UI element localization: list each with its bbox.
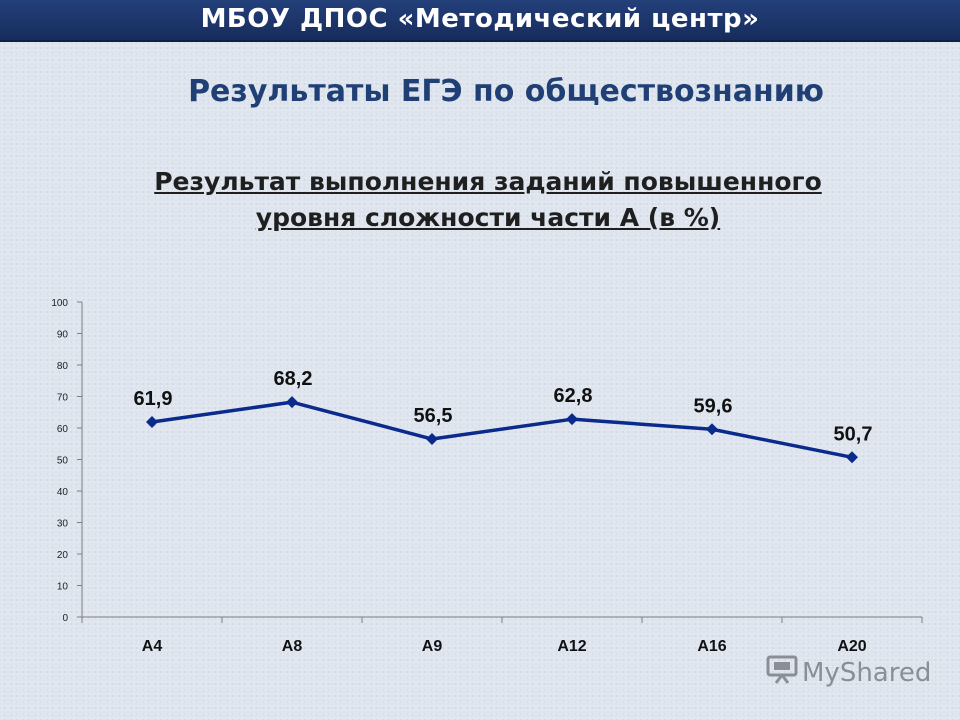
presentation-icon [766,655,798,692]
y-tick-label: 100 [51,298,68,309]
x-tick-label: А9 [422,638,443,655]
data-label: 61,9 [134,388,173,410]
data-point-marker [706,423,718,436]
data-point-marker [846,451,858,464]
x-tick-label: А16 [697,638,726,655]
chart-marks: 61,9 68,2 56,5 62,8 59,6 50,7 [134,368,873,464]
x-tick-label: А20 [837,638,866,655]
data-label: 68,2 [274,368,313,390]
data-point-marker [426,433,438,446]
line-chart: 0 10 20 30 40 50 60 70 80 90 100 А4 А8 А9 А12 А16 А20 61… [51,298,923,655]
data-label: 62,8 [554,385,593,407]
x-tick-label: А12 [557,638,586,655]
data-point-marker [146,416,158,429]
header-banner: МБОУ ДПОС «Методический центр» [0,0,960,42]
y-tick-label: 90 [57,330,69,341]
y-tick-label: 20 [57,550,69,561]
watermark-text: MyShared [802,658,932,688]
watermark: MyShared [766,655,931,692]
y-tick-label: 70 [57,393,69,404]
chart-title-line-2: уровня сложности части А (в %) [255,203,721,232]
chart-title: Результат выполнения заданий повышенного… [0,164,960,236]
data-label: 56,5 [414,405,453,427]
page-title: Результаты ЕГЭ по обществознанию [188,74,824,109]
chart-axes: 0 10 20 30 40 50 60 70 80 90 100 А4 А8 А9 А12 А16 А20 [51,298,923,655]
y-tick-label: 30 [57,519,69,530]
x-tick-label: А8 [282,638,303,655]
data-point-marker [286,396,298,409]
data-label: 50,7 [834,423,873,445]
banner-title: МБОУ ДПОС «Методический центр» [200,4,760,34]
y-tick-label: 40 [57,487,69,498]
x-tick-label: А4 [142,638,163,655]
y-tick-label: 80 [57,361,69,372]
y-tick-label: 50 [57,456,69,467]
chart-title-line-1: Результат выполнения заданий повышенного [154,167,822,196]
data-point-marker [566,413,578,426]
y-tick-label: 60 [57,424,69,435]
series-line [151,400,853,460]
y-tick-label: 10 [57,582,69,593]
y-tick-label: 0 [62,613,68,624]
data-label: 59,6 [694,395,733,417]
